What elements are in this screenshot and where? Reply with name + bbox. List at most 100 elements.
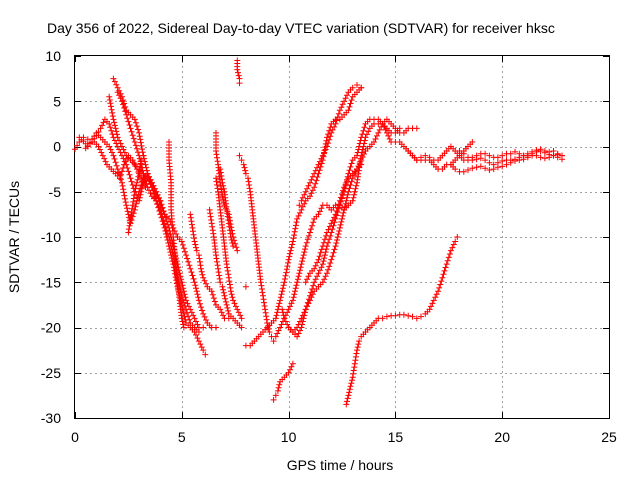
x-tick-label: 0 <box>71 429 79 445</box>
data-point <box>98 149 105 156</box>
data-point <box>316 267 323 274</box>
data-point <box>208 288 215 295</box>
data-point <box>220 286 227 293</box>
data-point <box>354 82 360 88</box>
data-point <box>320 258 327 265</box>
data-point <box>235 72 242 79</box>
data-point <box>351 191 358 198</box>
data-point <box>284 263 291 270</box>
data-point <box>346 386 353 393</box>
data-point <box>331 246 338 253</box>
data-point <box>110 75 117 82</box>
data-point <box>132 142 139 149</box>
data-point <box>117 140 124 147</box>
data-point <box>312 276 319 283</box>
data-point <box>333 117 340 124</box>
data-point <box>541 148 548 154</box>
data-point <box>129 157 136 164</box>
data-point <box>108 127 115 134</box>
data-point <box>231 300 238 307</box>
data-point <box>559 152 565 159</box>
data-point <box>109 113 116 120</box>
data-point <box>477 155 484 162</box>
data-point <box>128 128 135 135</box>
data-point <box>281 315 288 322</box>
data-point <box>350 367 357 374</box>
data-point <box>198 268 205 275</box>
data-point <box>286 253 293 260</box>
data-point <box>125 226 132 233</box>
data-point <box>351 188 358 195</box>
data-point <box>332 120 339 127</box>
data-point <box>345 392 352 399</box>
data-point <box>280 282 287 289</box>
data-point <box>430 297 437 304</box>
data-point <box>344 191 351 198</box>
data-point <box>312 167 319 174</box>
data-point <box>285 306 292 313</box>
data-point <box>392 312 399 319</box>
data-point <box>187 265 194 272</box>
data-point <box>176 270 183 277</box>
data-point <box>137 136 144 143</box>
data-point <box>275 303 282 310</box>
data-point <box>157 197 164 204</box>
data-point <box>102 158 109 165</box>
data-point <box>272 315 279 322</box>
data-point <box>288 363 295 370</box>
data-point <box>450 241 457 248</box>
data-point <box>356 140 363 147</box>
data-point <box>276 381 283 388</box>
data-point <box>123 111 130 118</box>
data-point <box>499 163 506 170</box>
data-point <box>111 155 118 162</box>
data-point <box>91 133 98 140</box>
data-point <box>354 149 361 156</box>
data-point <box>126 171 133 178</box>
data-point <box>186 316 193 323</box>
data-point <box>111 78 118 85</box>
data-point <box>383 313 390 320</box>
data-point <box>318 246 325 253</box>
data-point <box>445 254 452 261</box>
data-point <box>96 146 103 153</box>
y-tick-label: 0 <box>53 139 61 155</box>
data-point <box>218 172 225 179</box>
data-point <box>140 152 147 159</box>
data-point <box>188 269 195 276</box>
data-point <box>326 263 333 270</box>
data-point <box>486 167 493 173</box>
data-point <box>136 133 143 140</box>
data-point <box>440 271 447 278</box>
data-point <box>546 154 553 161</box>
data-point <box>230 243 237 250</box>
data-point <box>301 200 308 207</box>
data-point <box>354 347 360 354</box>
data-point <box>229 294 236 301</box>
data-point <box>287 366 293 373</box>
data-point <box>309 173 316 180</box>
data-point <box>315 211 322 218</box>
y-tick-labels: 10 5 0 -5 -10 -15 -20 -25 -30 <box>41 48 61 426</box>
data-point <box>179 241 186 248</box>
data-point <box>221 292 228 299</box>
x-tick-label: 20 <box>494 429 510 445</box>
data-point <box>277 294 284 301</box>
data-point <box>541 155 548 162</box>
data-point <box>537 154 544 161</box>
y-tick-label: -10 <box>41 229 61 245</box>
data-point <box>321 255 328 262</box>
data-point <box>413 125 420 132</box>
data-point <box>279 306 286 313</box>
x-tick-label: 5 <box>178 429 186 445</box>
data-point <box>335 110 342 117</box>
data-point <box>119 182 126 189</box>
data-point <box>460 150 467 157</box>
data-point <box>352 185 359 192</box>
data-point <box>217 166 224 173</box>
data-point <box>222 298 229 305</box>
data-point <box>288 244 295 251</box>
data-point <box>512 148 518 155</box>
data-point <box>307 297 313 304</box>
data-point <box>230 297 237 304</box>
